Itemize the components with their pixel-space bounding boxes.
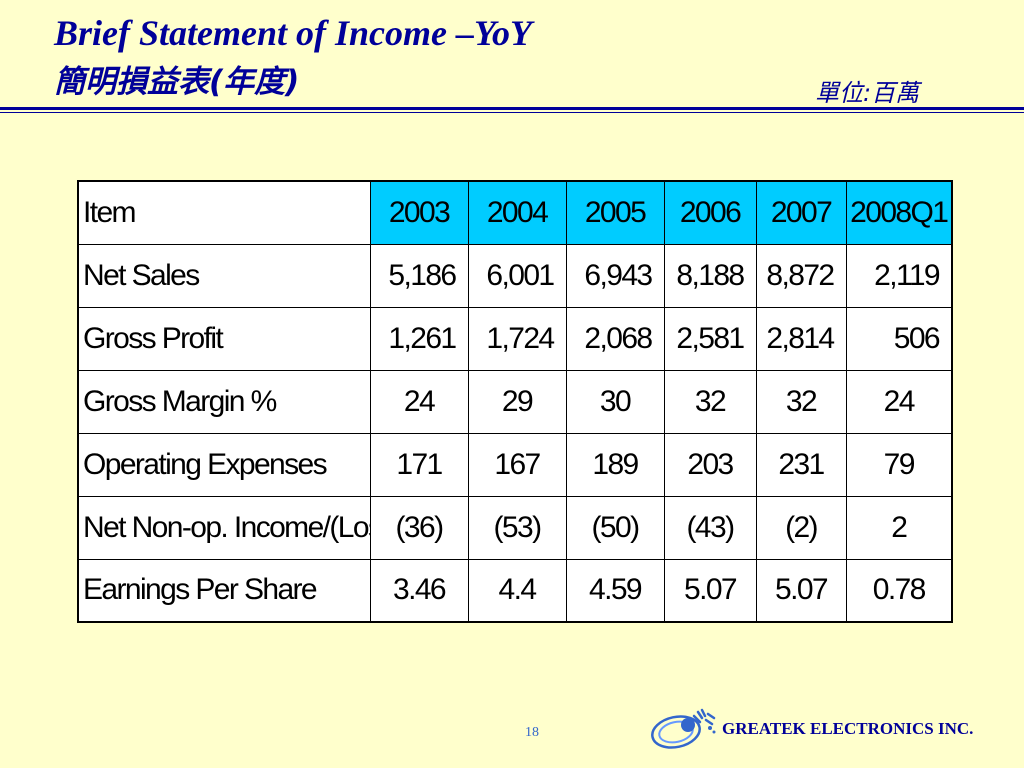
header-cell-item: Item bbox=[77, 180, 371, 245]
table-cell: 24 bbox=[845, 369, 953, 434]
row-label: Net Non-op. Income/(Loss bbox=[77, 495, 371, 560]
table-cell: 5,186 bbox=[369, 243, 469, 308]
table-cell: 4.4 bbox=[467, 558, 567, 623]
table-cell: 29 bbox=[467, 369, 567, 434]
page-number: 18 bbox=[525, 725, 539, 740]
table-cell: (43) bbox=[663, 495, 757, 560]
table-cell: 5.07 bbox=[755, 558, 847, 623]
title-rule-thick bbox=[0, 107, 1024, 110]
table-cell: (36) bbox=[369, 495, 469, 560]
table-cell: 171 bbox=[369, 432, 469, 497]
header-cell-2006: 2006 bbox=[663, 180, 757, 245]
row-label: Operating Expenses bbox=[77, 432, 371, 497]
table-cell: 5.07 bbox=[663, 558, 757, 623]
header-cell-2003: 2003 bbox=[369, 180, 469, 245]
unit-label: 單位:百萬 bbox=[815, 79, 920, 107]
table-cell: 203 bbox=[663, 432, 757, 497]
table-cell: 32 bbox=[755, 369, 847, 434]
table-cell: 32 bbox=[663, 369, 757, 434]
header-cell-2008q1: 2008Q1 bbox=[845, 180, 953, 245]
header-cell-2007: 2007 bbox=[755, 180, 847, 245]
company-name: GREATEK ELECTRONICS INC. bbox=[722, 719, 974, 738]
table-cell: 30 bbox=[565, 369, 665, 434]
table-cell: 231 bbox=[755, 432, 847, 497]
table-row-eps: Earnings Per Share 3.46 4.4 4.59 5.07 5.… bbox=[77, 558, 953, 623]
table-cell: 8,872 bbox=[755, 243, 847, 308]
slide-title-english: Brief Statement of Income –YoY bbox=[54, 13, 532, 53]
table-cell: 24 bbox=[369, 369, 469, 434]
income-statement-table: Item 2003 2004 2005 2006 2007 2008Q1 Net… bbox=[77, 180, 953, 623]
company-logo-icon bbox=[651, 708, 716, 749]
table-cell: 0.78 bbox=[845, 558, 953, 623]
table-cell: 8,188 bbox=[663, 243, 757, 308]
table-cell: 2,581 bbox=[663, 306, 757, 371]
table-cell: 6,943 bbox=[565, 243, 665, 308]
table-cell: (50) bbox=[565, 495, 665, 560]
table-cell: 167 bbox=[467, 432, 567, 497]
table-row-net-sales: Net Sales 5,186 6,001 6,943 8,188 8,872 … bbox=[77, 243, 953, 308]
table-cell: 6,001 bbox=[467, 243, 567, 308]
table-row-gross-margin: Gross Margin % 24 29 30 32 32 24 bbox=[77, 369, 953, 434]
row-label: Gross Margin % bbox=[77, 369, 371, 434]
table-cell: (2) bbox=[755, 495, 847, 560]
row-label: Net Sales bbox=[77, 243, 371, 308]
title-rule-thin bbox=[0, 112, 1024, 113]
table-row-gross-profit: Gross Profit 1,261 1,724 2,068 2,581 2,8… bbox=[77, 306, 953, 371]
table-cell: 1,261 bbox=[369, 306, 469, 371]
table-cell: 2,068 bbox=[565, 306, 665, 371]
row-label: Gross Profit bbox=[77, 306, 371, 371]
table-row-operating-expenses: Operating Expenses 171 167 189 203 231 7… bbox=[77, 432, 953, 497]
table-cell: (53) bbox=[467, 495, 567, 560]
table-cell: 189 bbox=[565, 432, 665, 497]
table-cell: 79 bbox=[845, 432, 953, 497]
table-cell: 2,119 bbox=[845, 243, 953, 308]
header-cell-2004: 2004 bbox=[467, 180, 567, 245]
table-row-net-non-op-income: Net Non-op. Income/(Loss (36) (53) (50) … bbox=[77, 495, 953, 560]
table-cell: 4.59 bbox=[565, 558, 665, 623]
table-cell: 1,724 bbox=[467, 306, 567, 371]
table-cell: 2,814 bbox=[755, 306, 847, 371]
table-cell: 2 bbox=[845, 495, 953, 560]
table-header-row: Item 2003 2004 2005 2006 2007 2008Q1 bbox=[77, 180, 953, 245]
table-cell: 3.46 bbox=[369, 558, 469, 623]
row-label: Earnings Per Share bbox=[77, 558, 371, 623]
table-cell: 506 bbox=[845, 306, 953, 371]
header-cell-2005: 2005 bbox=[565, 180, 665, 245]
slide-title-chinese: 簡明損益表(年度) bbox=[54, 64, 300, 100]
